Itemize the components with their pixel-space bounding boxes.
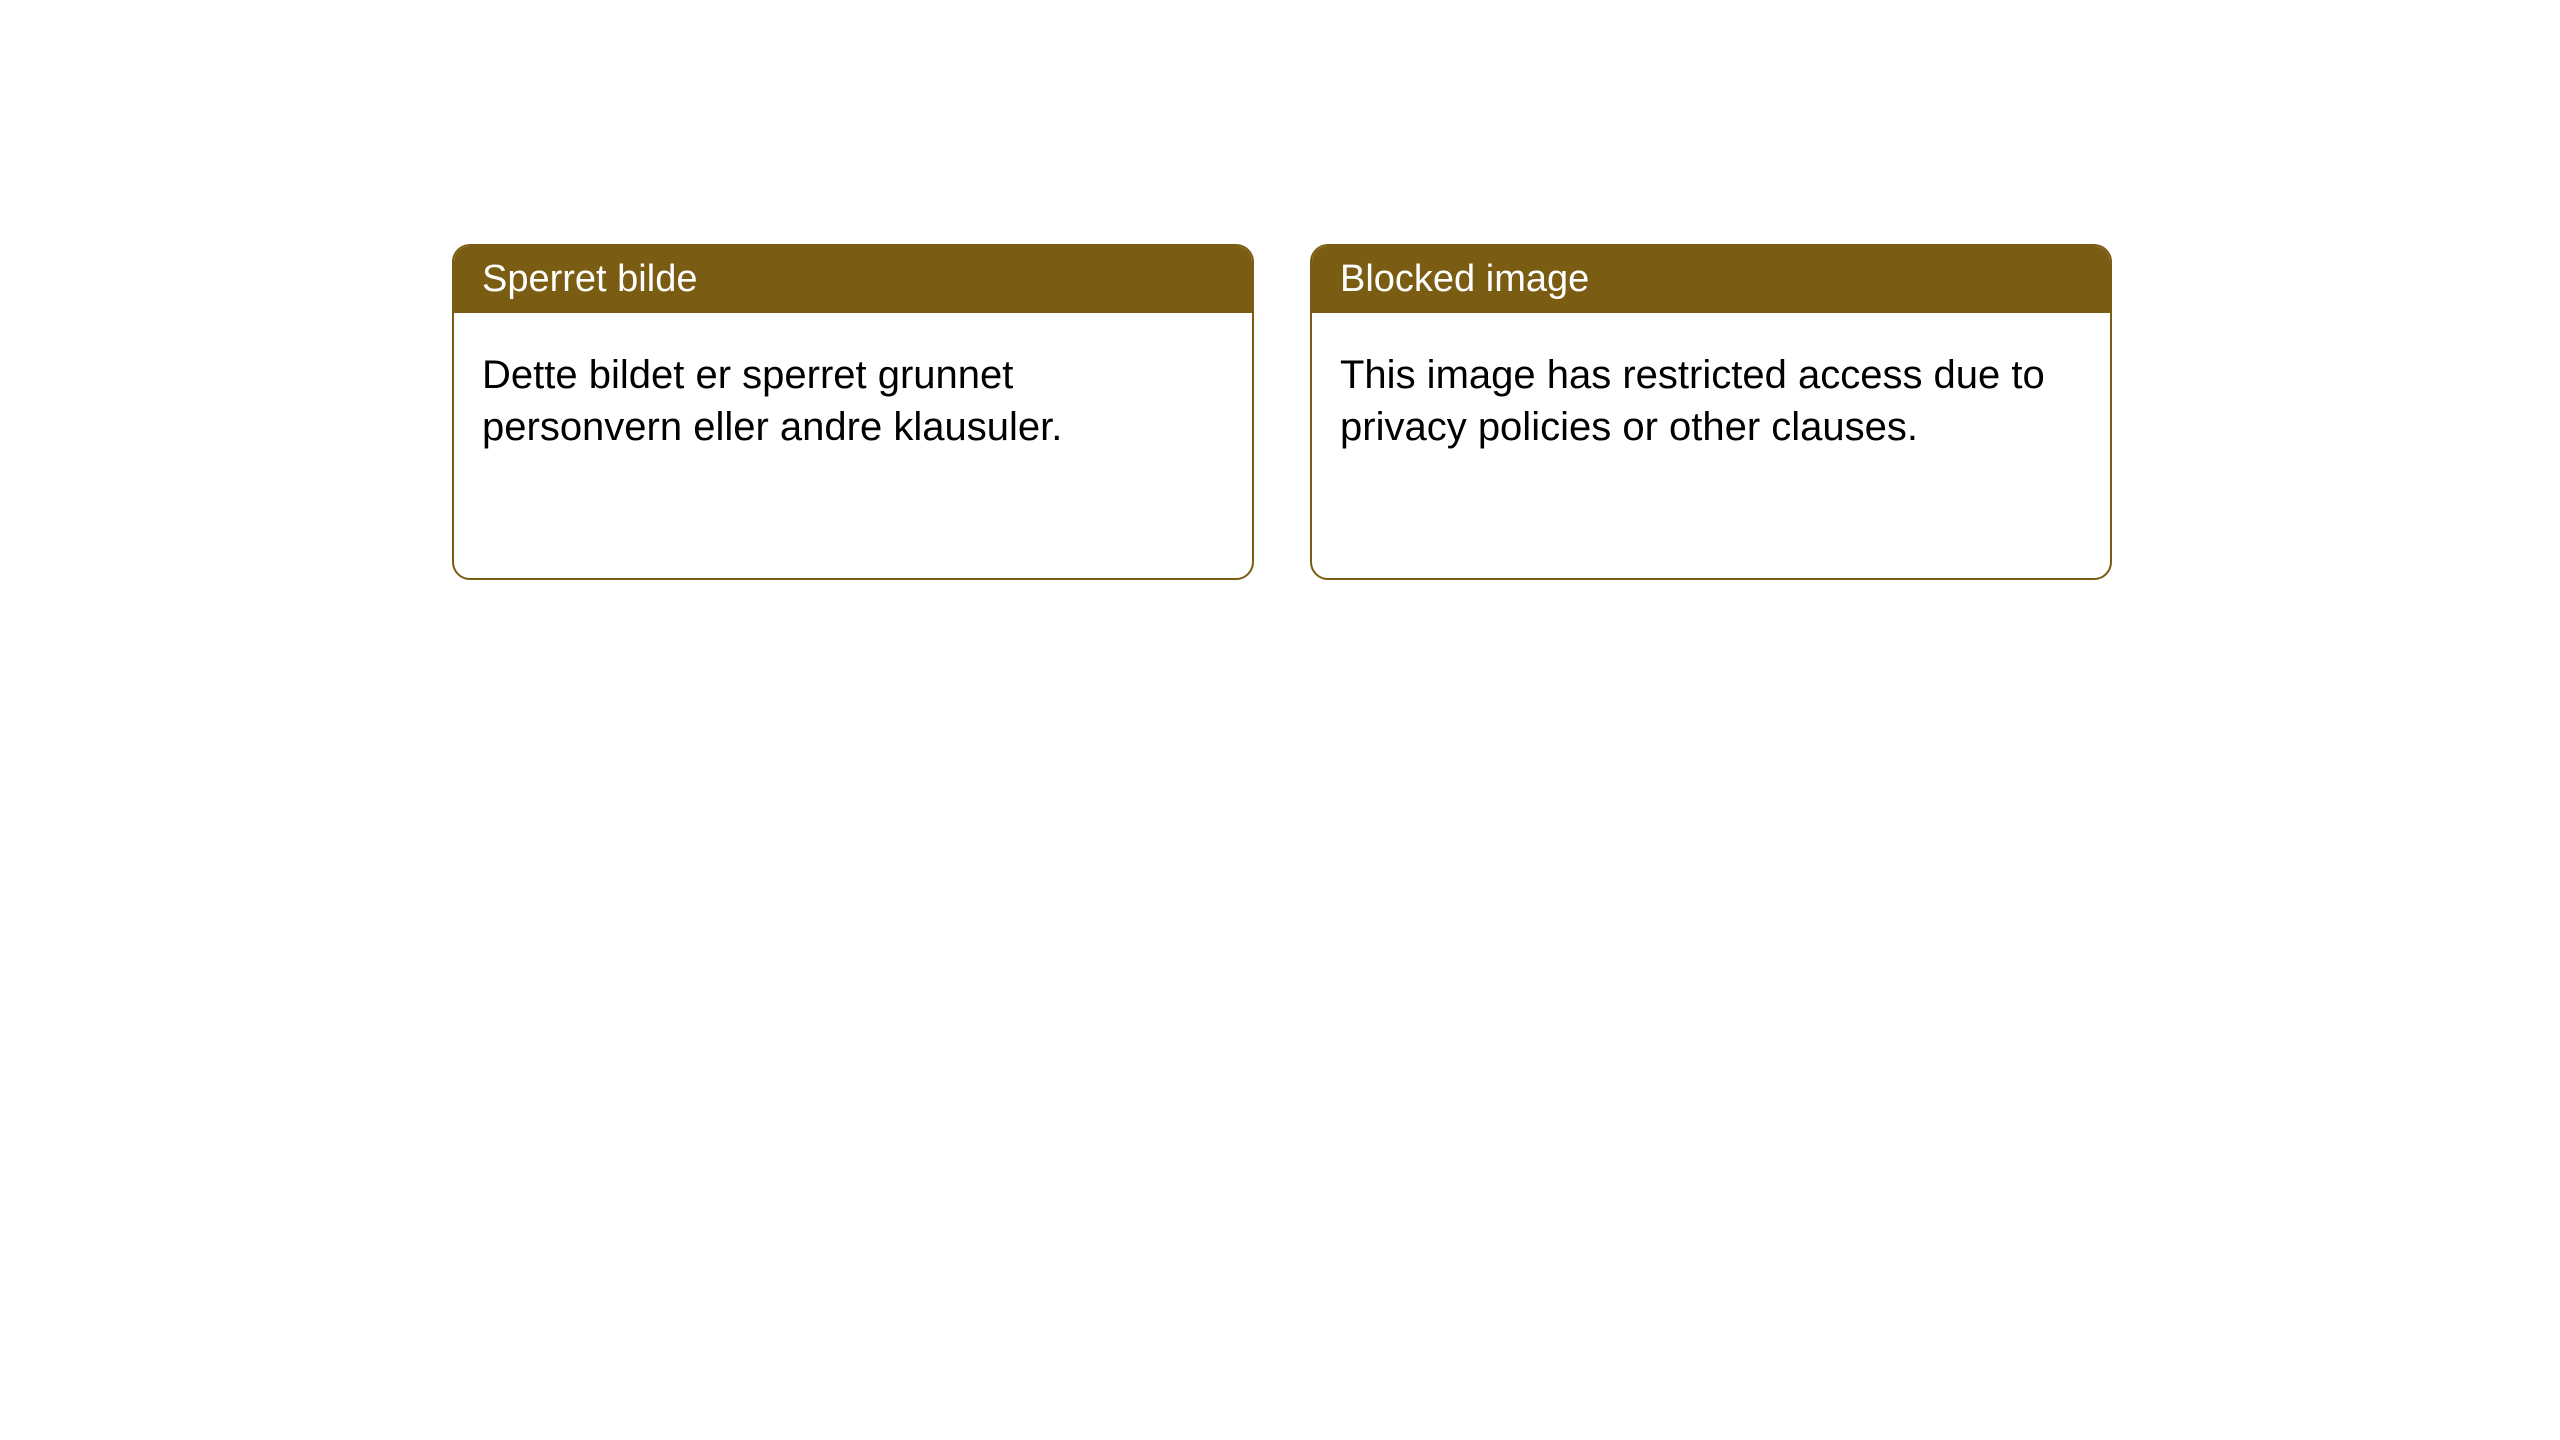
- notice-card-norwegian: Sperret bilde Dette bildet er sperret gr…: [452, 244, 1254, 580]
- notice-body-norwegian: Dette bildet er sperret grunnet personve…: [454, 313, 1252, 489]
- notice-header-norwegian: Sperret bilde: [454, 246, 1252, 313]
- notice-body-english: This image has restricted access due to …: [1312, 313, 2110, 489]
- notice-header-english: Blocked image: [1312, 246, 2110, 313]
- notices-container: Sperret bilde Dette bildet er sperret gr…: [0, 0, 2560, 580]
- notice-card-english: Blocked image This image has restricted …: [1310, 244, 2112, 580]
